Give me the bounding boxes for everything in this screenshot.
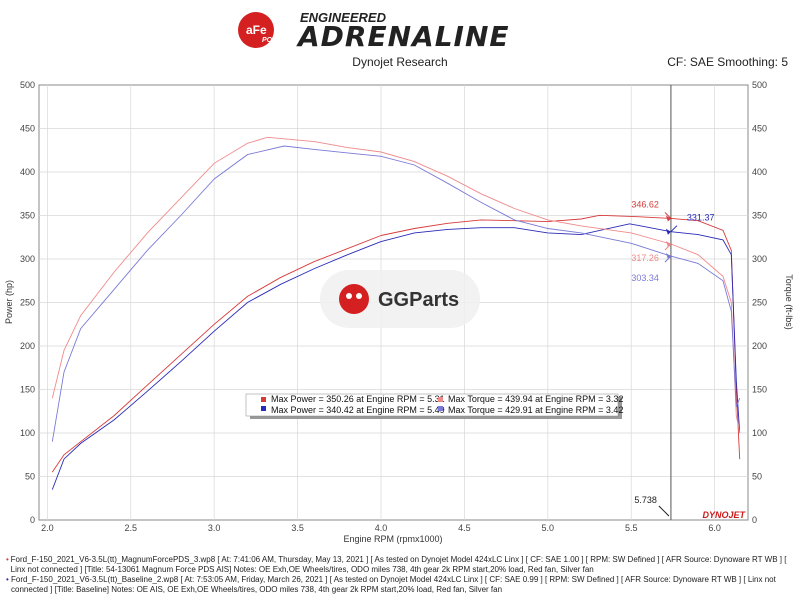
brand-small-text: ENGINEERED <box>300 10 387 25</box>
x-axis-label: Engine RPM (rpmx1000) <box>343 534 442 544</box>
x-tick-label: 3.5 <box>291 523 304 533</box>
watermark-icon <box>339 284 369 314</box>
footnote-marker: • <box>6 555 9 564</box>
legend-entry: Max Torque = 429.91 at Engine RPM = 3.42 <box>448 405 623 415</box>
y-tick-label-left: 450 <box>20 124 35 134</box>
legend-swatch <box>261 397 266 402</box>
afe-logo: aFe POWER ENGINEERED ADRENALINE <box>238 10 510 50</box>
brand-large-text: ADRENALINE <box>296 20 510 50</box>
x-tick-label: 4.0 <box>375 523 388 533</box>
legend-entry: Max Torque = 439.94 at Engine RPM = 3.32 <box>448 394 623 404</box>
cursor-x-arrow <box>658 505 670 517</box>
y-tick-label-left: 150 <box>20 385 35 395</box>
callout-label: 317.26 <box>631 253 659 263</box>
callout-arrow <box>664 212 672 219</box>
y-axis-label-left: Power (hp) <box>4 280 14 324</box>
series-line-2 <box>51 223 741 490</box>
y-tick-label-right: 300 <box>752 254 767 264</box>
x-tick-label: 2.5 <box>124 523 137 533</box>
footnote-run-2: • Ford_F-150_2021_V6-3.5L(tt)_Baseline_2… <box>6 575 800 595</box>
y-axis-label-right: Torque (ft-lbs) <box>784 274 794 330</box>
y-tick-label-right: 400 <box>752 167 767 177</box>
callout-label: 331.37 <box>687 213 715 223</box>
y-tick-label-right: 150 <box>752 385 767 395</box>
cursor-callouts: 346.62 331.37 317.26 303.34 <box>631 199 714 283</box>
y-ticks-right: 0 50 100 150 200 250 300 350 400 450 500 <box>752 80 767 525</box>
y-ticks-left: 0 50 100 150 200 250 300 350 400 450 500 <box>20 80 35 525</box>
watermark-eye-left <box>346 293 352 299</box>
cursor-x-label: 5.738 <box>634 495 657 505</box>
y-tick-label-left: 200 <box>20 341 35 351</box>
x-tick-label: 6.0 <box>708 523 721 533</box>
dynojet-brand: DYNOJET <box>702 510 746 520</box>
x-tick-label: 3.0 <box>208 523 221 533</box>
chart-subtitle: Dynojet Research <box>352 55 448 69</box>
series-lines <box>51 136 741 490</box>
y-tick-label-left: 350 <box>20 211 35 221</box>
legend-swatch <box>438 406 443 411</box>
y-tick-label-right: 350 <box>752 211 767 221</box>
footnote-text: Ford_F-150_2021_V6-3.5L(tt)_MagnumForceP… <box>10 555 787 574</box>
y-tick-label-right: 200 <box>752 341 767 351</box>
y-tick-label-left: 50 <box>25 472 35 482</box>
y-tick-label-right: 250 <box>752 298 767 308</box>
watermark-pill <box>320 270 480 328</box>
run-footnotes: • Ford_F-150_2021_V6-3.5L(tt)_MagnumForc… <box>6 555 800 595</box>
y-tick-label-left: 100 <box>20 428 35 438</box>
cf-smoothing-text: CF: SAE Smoothing: 5 <box>667 55 788 69</box>
footnote-run-1: • Ford_F-150_2021_V6-3.5L(tt)_MagnumForc… <box>6 555 800 575</box>
x-ticks: 2.0 2.5 3.0 3.5 4.0 4.5 5.0 5.5 6.0 <box>41 523 721 533</box>
legend: Max Power = 350.26 at Engine RPM = 5.31 … <box>245 393 623 419</box>
series-line-4 <box>51 145 741 442</box>
y-tick-label-left: 500 <box>20 80 35 90</box>
y-tick-label-right: 100 <box>752 428 767 438</box>
series-line-3 <box>51 136 741 434</box>
callout-arrow <box>670 225 678 233</box>
callout-arrowhead <box>665 253 671 260</box>
callout-arrowhead <box>665 240 671 247</box>
footnote-marker: • <box>6 575 9 584</box>
ggparts-watermark: GGParts <box>320 270 480 328</box>
legend-swatch <box>261 406 266 411</box>
footnote-text: Ford_F-150_2021_V6-3.5L(tt)_Baseline_2.w… <box>11 575 776 594</box>
x-tick-label: 5.0 <box>542 523 555 533</box>
legend-entry: Max Power = 350.26 at Engine RPM = 5.31 <box>271 394 445 404</box>
afe-badge-text: aFe <box>246 23 267 37</box>
callout-arrowhead <box>665 228 671 235</box>
y-tick-label-left: 0 <box>30 515 35 525</box>
legend-entry: Max Power = 340.42 at Engine RPM = 5.49 <box>271 405 445 415</box>
callout-label: 303.34 <box>631 273 659 283</box>
legend-swatch <box>438 397 443 402</box>
y-tick-label-left: 250 <box>20 298 35 308</box>
afe-badge-sub: POWER <box>262 37 288 44</box>
callout-label: 346.62 <box>631 199 659 209</box>
y-tick-label-right: 50 <box>752 472 762 482</box>
x-tick-label: 2.0 <box>41 523 54 533</box>
watermark-eye-right <box>356 293 362 299</box>
watermark-text: GGParts <box>378 289 459 311</box>
y-tick-label-right: 500 <box>752 80 767 90</box>
y-tick-label-right: 450 <box>752 124 767 134</box>
x-tick-label: 4.5 <box>458 523 471 533</box>
y-tick-label-left: 300 <box>20 254 35 264</box>
series-line-1 <box>51 214 741 473</box>
afe-badge-circle <box>238 12 274 48</box>
y-tick-label-left: 400 <box>20 167 35 177</box>
x-tick-label: 5.5 <box>625 523 638 533</box>
callout-arrowhead <box>665 215 671 222</box>
y-tick-label-right: 0 <box>752 515 757 525</box>
legend-box <box>245 393 619 417</box>
